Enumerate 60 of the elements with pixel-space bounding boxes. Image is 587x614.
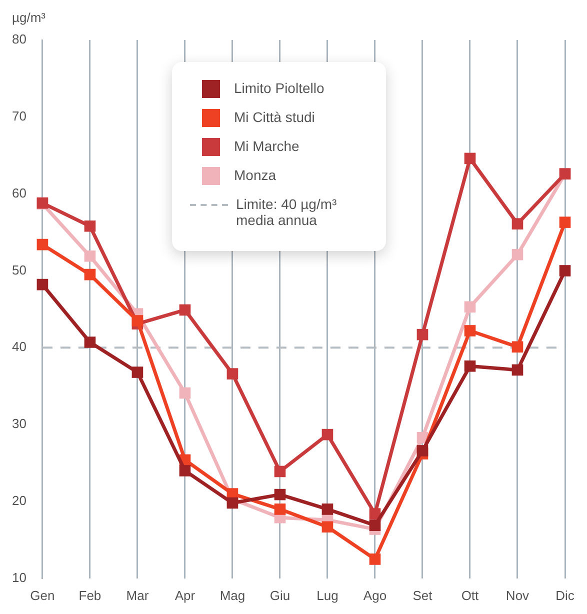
point <box>512 341 524 353</box>
y-tick-label: 30 <box>12 416 26 432</box>
y-tick-label: 10 <box>12 570 26 585</box>
point <box>369 554 381 565</box>
y-tick-label: 60 <box>12 185 26 200</box>
point <box>416 445 428 456</box>
point <box>226 368 238 380</box>
point <box>322 428 334 440</box>
x-tick-label: Gen <box>30 588 55 603</box>
point <box>132 315 144 326</box>
x-tick-label: Lug <box>316 588 338 603</box>
point <box>274 504 286 515</box>
point <box>559 216 571 228</box>
point <box>84 250 96 262</box>
point <box>512 218 524 230</box>
point <box>179 387 191 399</box>
point <box>36 238 48 250</box>
legend-label: Limite: 40 µg/m³ media annua <box>236 196 338 228</box>
point <box>512 364 524 376</box>
x-tick-label: Nov <box>506 588 530 603</box>
y-tick-label: 40 <box>12 339 26 354</box>
point <box>464 360 476 372</box>
legend-label: Mi Marche <box>234 138 300 154</box>
legend-label: Limito Pioltello <box>234 80 324 96</box>
point <box>322 504 334 515</box>
point <box>84 268 96 280</box>
point <box>512 248 524 260</box>
x-tick-label: Apr <box>174 588 196 603</box>
point <box>322 521 334 533</box>
point <box>179 304 191 316</box>
x-tick-label: Ott <box>461 588 480 603</box>
point <box>464 325 476 336</box>
point <box>369 520 381 531</box>
legend-label: Monza <box>234 167 276 183</box>
y-axis-title: µg/m³ <box>12 10 46 25</box>
point <box>464 152 476 164</box>
x-tick-label: Mag <box>220 588 246 603</box>
y-tick-label: 20 <box>12 493 26 508</box>
point <box>84 336 96 348</box>
point <box>274 488 286 500</box>
x-tick-label: Ago <box>363 588 387 603</box>
x-tick-label: Mar <box>126 588 150 603</box>
y-tick-label: 80 <box>12 32 26 47</box>
x-tick-label: Giu <box>270 588 290 603</box>
point <box>226 497 238 509</box>
point <box>36 278 48 290</box>
point <box>179 465 191 476</box>
legend-label: Mi Città studi <box>234 109 315 125</box>
y-tick-label: 50 <box>12 262 26 278</box>
x-tick-label: Dic <box>556 588 575 603</box>
point <box>274 466 286 478</box>
point <box>132 366 144 378</box>
x-tick-label: Feb <box>78 588 102 603</box>
point <box>369 508 381 520</box>
point <box>464 301 476 313</box>
point <box>84 220 96 232</box>
y-tick-label: 70 <box>12 108 26 124</box>
point <box>416 328 428 340</box>
point <box>559 265 571 276</box>
x-tick-label: Set <box>412 588 433 603</box>
